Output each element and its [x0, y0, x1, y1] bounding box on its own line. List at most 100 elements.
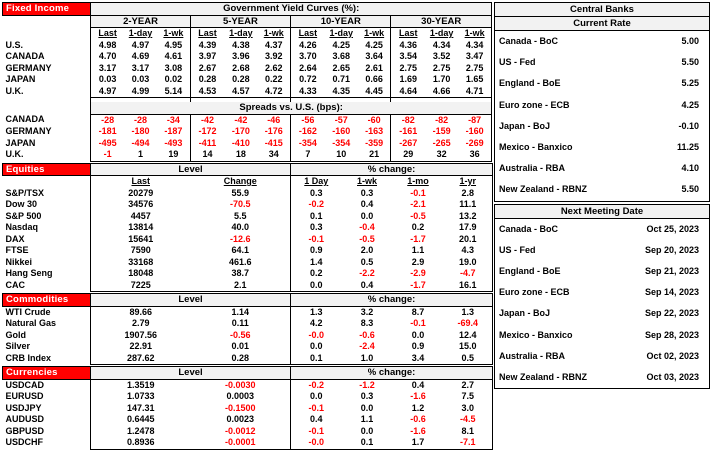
central-bank-name: Japan - BoJ [499, 120, 551, 131]
equity-last: 20279 [90, 187, 191, 199]
table-row: U.K. 4.97 4.99 5.14 4.53 4.57 4.72 4.33 4.35 4.45… [3, 85, 493, 98]
yield-value: 0.03 [131, 74, 150, 84]
equity-label: Nikkei [5, 256, 33, 267]
yield-value: 4.95 [157, 39, 191, 51]
commodity-label: Gold [5, 329, 27, 340]
yield-row-label: CANADA [5, 51, 45, 61]
col-eq-1day: 1 Day [290, 175, 342, 188]
spread-value: -495 [90, 137, 124, 149]
current-rate-rows: Canada - BoC 5.00 US - Fed 5.50 England - Bo… [495, 31, 709, 201]
currency-last: 0.6445 [90, 414, 191, 426]
section-label-fixed-income: Fixed Income [1, 2, 92, 16]
yield-value: 2.65 [332, 62, 351, 73]
list-item: England - BoE Sep 21, 2023 [495, 261, 709, 282]
section-label-equities: Equities [2, 162, 91, 176]
fixed-income-table: Fixed Income Government Yield Curves (%)… [1, 2, 493, 162]
commodity-change: 0.11 [190, 318, 292, 330]
central-bank-name: New Zealand - RBNZ [499, 372, 588, 383]
yield-value: 4.61 [157, 51, 191, 63]
equity-1mo: -2.9 [410, 268, 426, 278]
equity-label: DAX [5, 233, 25, 244]
commodity-1day: 4.2 [290, 318, 342, 330]
spread-value: -170 [231, 126, 250, 136]
yield-value: 2.68 [232, 62, 250, 73]
spread-value: -160 [458, 126, 493, 138]
central-bank-rate: 4.10 [681, 163, 699, 174]
table-row: USDJPY 147.31 -0.1500 -0.1 0.0 1.2 3.0 [3, 402, 494, 414]
currency-1wk: 0.0 [360, 402, 374, 413]
spread-value: -60 [357, 114, 392, 126]
table-row: Dow 30 34576 -70.5 -0.2 0.4 -2.1 11.1 [3, 199, 494, 211]
equity-1yr: 20.1 [443, 233, 494, 245]
col-10y-1day: 1-day [329, 28, 354, 38]
equity-1yr: 19.0 [443, 256, 494, 268]
central-bank-rate: 5.50 [681, 184, 699, 195]
commodities-level-banner: Level [89, 293, 292, 307]
yield-value: 0.72 [290, 74, 325, 86]
equity-label: Dow 30 [5, 199, 38, 209]
list-item: Mexico - Banxico 11.25 [495, 137, 709, 158]
commodity-last: 2.79 [90, 318, 191, 330]
commodity-last: 1907.56 [90, 329, 191, 341]
next-meeting-panel: Canada - BoC Oct 25, 2023 US - Fed Sep 20, … [494, 218, 710, 390]
current-rate-header: Current Rate [494, 16, 710, 31]
yield-value: 3.96 [232, 51, 250, 61]
yield-value: 4.34 [458, 39, 493, 51]
commodity-1yr: 12.4 [443, 329, 494, 341]
spreads-banner: Spreads vs. U.S. (bps): [90, 102, 492, 115]
currency-1wk: 0.1 [341, 437, 393, 450]
currency-label: EURUSD [5, 391, 44, 401]
equity-last: 4457 [90, 210, 191, 222]
currency-change: -0.0001 [190, 437, 292, 450]
equity-1wk: -0.4 [359, 222, 375, 232]
list-item: Australia - RBA 4.10 [495, 158, 709, 179]
yield-value: 2.61 [357, 62, 392, 74]
currency-1yr: -4.5 [443, 414, 494, 426]
fi-gap-5y [189, 97, 292, 102]
col-eq-change: Change [190, 175, 292, 188]
commodity-1mo: 3.4 [392, 352, 444, 365]
yield-value: 4.35 [324, 85, 358, 98]
currency-change: -0.1500 [190, 402, 292, 414]
yield-value: 2.64 [290, 62, 325, 74]
fi-gap-2y [90, 97, 191, 102]
current-rate-table: Canada - BoC 5.00 US - Fed 5.50 England - Bo… [495, 31, 709, 201]
yield-value: 2.67 [189, 62, 225, 74]
yield-value: 0.03 [90, 74, 124, 86]
equity-1wk: -0.5 [359, 233, 375, 244]
list-item: Canada - BoC Oct 25, 2023 [495, 219, 709, 240]
yield-value: 0.66 [357, 74, 392, 86]
table-row: GBPUSD 1.2478 -0.0012 -0.1 0.0 -1.6 8.1 [3, 425, 494, 437]
col-30y-1wk: 1-wk [458, 27, 493, 40]
colhdr-row-spacer [3, 28, 91, 40]
equity-label: S&P 500 [5, 210, 42, 221]
spread-value: -28 [90, 114, 124, 126]
currency-1yr: 3.0 [443, 402, 494, 414]
yield-value: 4.71 [458, 85, 493, 98]
equity-1mo: 1.1 [411, 245, 425, 255]
currency-1yr: 7.5 [443, 391, 494, 403]
commodity-1day: 0.1 [290, 352, 342, 365]
currency-change: -0.0012 [190, 425, 292, 437]
equity-1mo: 2.9 [411, 256, 425, 267]
spread-value: -359 [357, 137, 392, 149]
equity-last: 13814 [90, 222, 191, 234]
currency-1wk: -1.2 [359, 379, 375, 390]
table-row: Silver 22.91 0.01 0.0 -2.4 0.9 15.0 [3, 341, 494, 353]
current-rate-header-row: Current Rate [494, 16, 710, 31]
currency-last: 0.8936 [90, 437, 191, 450]
equity-1day: 0.3 [290, 187, 342, 199]
spread-value: -354 [332, 137, 351, 148]
currency-1mo: -1.6 [410, 425, 426, 436]
currency-1mo: 1.2 [411, 402, 425, 413]
central-bank-name: Euro zone - ECB [499, 99, 570, 110]
yield-value: 1.69 [390, 74, 426, 86]
eq-colhdr-spacer [3, 176, 91, 188]
fi-gap-row [3, 97, 492, 102]
equity-1yr: -4.7 [443, 268, 494, 280]
fixed-income-header-row: Fixed Income Government Yield Curves (%)… [1, 2, 492, 16]
yield-value: 4.37 [257, 39, 292, 51]
commodity-change: 0.01 [190, 341, 292, 353]
table-row: JAPAN 0.03 0.03 0.02 0.28 0.28 0.22 0.72 0.71 0.6… [3, 74, 493, 86]
yield-value: 4.70 [90, 51, 124, 63]
